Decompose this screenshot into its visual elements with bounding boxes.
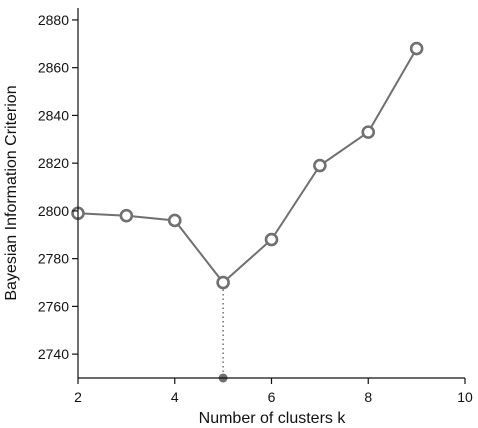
plot-layer	[71, 41, 424, 383]
x-tick-label: 10	[457, 389, 473, 405]
y-tick-label: 2860	[38, 60, 69, 76]
y-tick-label: 2740	[38, 346, 69, 362]
data-point	[361, 125, 376, 139]
x-axis-title: Number of clusters k	[199, 410, 347, 427]
data-point	[216, 275, 230, 290]
y-tick-label: 2780	[38, 251, 69, 267]
x-tick-label: 8	[364, 389, 372, 405]
data-point	[119, 208, 134, 223]
y-axis-title: Bayesian Information Criterion	[3, 85, 20, 300]
data-point	[313, 158, 327, 173]
data-point	[409, 41, 424, 56]
series-line	[77, 48, 418, 284]
x-tick-label: 2	[74, 389, 82, 405]
x-tick-label: 6	[268, 389, 276, 405]
x-tick-label: 4	[171, 389, 179, 405]
y-tick-label: 2800	[38, 203, 69, 219]
axes-layer: 2740 2760 2780 2800 2820 2840 2860 2880 2 4 6 8 10	[38, 8, 473, 405]
y-tick-label: 2880	[38, 12, 69, 28]
data-point	[264, 232, 279, 247]
data-point	[167, 213, 182, 228]
y-tick-label: 2820	[38, 155, 69, 171]
y-tick-label: 2840	[38, 107, 69, 123]
y-tick-label: 2760	[38, 298, 69, 314]
